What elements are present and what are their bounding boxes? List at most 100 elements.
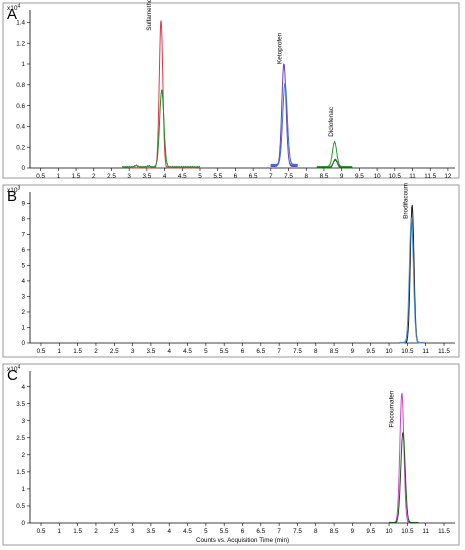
trace-series-6 (316, 158, 353, 169)
trace-series-1 (128, 20, 197, 169)
y-tick-label: 0 (21, 165, 25, 172)
y-scale-label: x104 (7, 365, 20, 374)
y-scale-label: x103 (7, 186, 20, 195)
trace-series-4 (270, 83, 298, 166)
x-tick-label: 3.5 (142, 173, 151, 180)
x-tick-label: 8 (304, 173, 308, 180)
y-tick-label: 0.8 (16, 82, 25, 89)
y-tick-label: 0.6 (16, 103, 25, 110)
x-tick-label: 2.5 (110, 528, 119, 535)
x-tick-label: 1 (57, 173, 61, 180)
x-tick-label: 10.5 (401, 348, 414, 355)
y-scale-label: x104 (7, 4, 20, 13)
y-tick-label: 1 (21, 61, 25, 68)
x-tick-label: 11.5 (424, 173, 436, 180)
x-tick-label: 8.5 (330, 528, 339, 535)
x-tick-label: 0.5 (36, 173, 45, 180)
trace-series-2 (388, 432, 419, 524)
panel-letter: B (7, 188, 17, 205)
x-tick-label: 0.5 (37, 528, 46, 535)
x-tick-label: 9 (351, 528, 355, 535)
x-tick-label: 2 (94, 528, 98, 535)
x-tick-label: 4 (167, 528, 171, 535)
y-tick-label: 1.5 (16, 469, 25, 476)
x-tick-label: 12 (444, 173, 452, 180)
y-tick-label: 8 (21, 216, 25, 223)
x-tick-label: 5.5 (220, 348, 229, 355)
x-tick-label: 9 (340, 173, 344, 180)
x-tick-label: 5 (198, 173, 202, 180)
x-tick-label: 1.5 (72, 173, 81, 180)
x-tick-label: 10 (386, 528, 394, 535)
x-tick-label: 1.5 (73, 528, 82, 535)
trace-series-5 (316, 140, 353, 169)
y-tick-label: 1 (21, 325, 25, 332)
panel-frame (2, 363, 460, 546)
y-tick-label: 2.5 (16, 435, 25, 442)
trace-series-2 (121, 89, 201, 169)
x-tick-label: 1.5 (73, 348, 82, 355)
x-tick-label: 5 (204, 528, 208, 535)
x-tick-label: 5 (204, 348, 208, 355)
x-tick-label: 7.5 (284, 173, 293, 180)
x-tick-label: 9.5 (366, 528, 375, 535)
y-tick-label: 6 (21, 247, 25, 254)
trace-series-2 (399, 217, 425, 344)
x-tick-label: 4.5 (183, 348, 192, 355)
x-tick-label: 11.5 (438, 528, 450, 535)
x-tick-label: 7 (269, 173, 273, 180)
trace-series-3 (270, 63, 298, 168)
y-tick-label: 0.5 (16, 503, 25, 510)
panel-frame (2, 2, 460, 179)
y-tick-label: 4 (21, 278, 25, 285)
x-tick-label: 3 (131, 348, 135, 355)
y-tick-label: 0 (21, 340, 25, 347)
panel-letter: C (7, 367, 18, 384)
y-scale-exponent: 3 (17, 186, 20, 192)
x-tick-label: 3.5 (147, 528, 156, 535)
x-tick-label: 4 (163, 173, 167, 180)
x-tick-label: 8.5 (330, 348, 339, 355)
x-tick-label: 6 (234, 173, 238, 180)
x-tick-label: 11.5 (438, 348, 450, 355)
x-tick-label: 4 (167, 348, 171, 355)
x-tick-label: 1 (58, 348, 62, 355)
peak-label: Ketoprofen (276, 32, 283, 64)
x-tick-label: 11 (422, 528, 429, 535)
x-tick-label: 2 (94, 348, 98, 355)
x-tick-label: 0.5 (37, 348, 46, 355)
y-tick-label: 1 (21, 486, 25, 493)
x-tick-label: 6 (241, 528, 245, 535)
x-tick-label: 2 (92, 173, 96, 180)
x-tick-label: 5.5 (220, 528, 229, 535)
y-tick-label: 3 (21, 418, 25, 425)
x-tick-label: 6.5 (256, 348, 265, 355)
x-tick-label: 4.5 (183, 528, 192, 535)
y-tick-label: 5 (21, 263, 25, 270)
x-tick-label: 11 (409, 173, 416, 180)
x-tick-label: 3.5 (147, 348, 156, 355)
y-tick-label: 3.5 (16, 401, 25, 408)
y-tick-label: 2 (21, 452, 25, 459)
peak-label: Diclofenac (328, 106, 335, 137)
x-tick-label: 9 (351, 348, 355, 355)
x-tick-label: 8 (314, 528, 318, 535)
x-axis-title: Counts vs. Acquisition Time (min) (196, 537, 289, 544)
x-tick-label: 8.5 (320, 173, 329, 180)
x-tick-label: 3 (131, 528, 135, 535)
x-tick-label: 9.5 (366, 348, 375, 355)
x-tick-label: 7 (277, 348, 281, 355)
x-tick-label: 2.5 (107, 173, 116, 180)
x-tick-label: 11 (422, 348, 429, 355)
peak-label: Flocoumafen (388, 390, 395, 427)
x-tick-label: 4.5 (178, 173, 187, 180)
x-tick-label: 7.5 (293, 348, 302, 355)
panel-letter: A (7, 6, 17, 23)
y-tick-label: 0.4 (16, 124, 25, 131)
panel-frame (2, 184, 460, 358)
x-tick-label: 10 (386, 348, 394, 355)
